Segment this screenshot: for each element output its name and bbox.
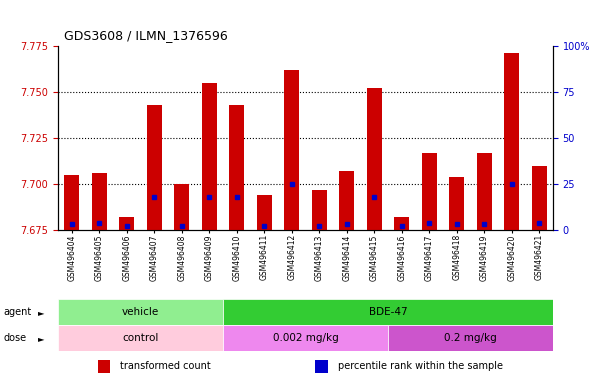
Text: transformed count: transformed count <box>120 361 211 371</box>
Text: BDE-47: BDE-47 <box>368 307 408 317</box>
Bar <box>174 184 189 230</box>
Bar <box>58 299 223 325</box>
Bar <box>367 88 382 230</box>
Bar <box>98 360 110 373</box>
Bar <box>229 105 244 230</box>
Text: percentile rank within the sample: percentile rank within the sample <box>338 361 503 371</box>
Bar <box>315 360 327 373</box>
Text: dose: dose <box>3 333 26 343</box>
Bar <box>257 195 272 230</box>
Bar <box>339 171 354 230</box>
Bar <box>388 325 553 351</box>
Bar <box>312 190 327 230</box>
Bar <box>449 177 464 230</box>
Bar <box>223 325 388 351</box>
Text: GDS3608 / ILMN_1376596: GDS3608 / ILMN_1376596 <box>64 29 228 42</box>
Text: agent: agent <box>3 307 31 317</box>
Bar <box>477 153 492 230</box>
Bar <box>202 83 217 230</box>
Text: control: control <box>122 333 159 343</box>
Text: 0.002 mg/kg: 0.002 mg/kg <box>273 333 338 343</box>
Text: ►: ► <box>38 334 45 343</box>
Bar <box>58 325 223 351</box>
Bar <box>119 217 134 230</box>
Bar <box>394 217 409 230</box>
Bar <box>223 299 553 325</box>
Bar <box>92 173 107 230</box>
Bar <box>532 166 547 230</box>
Bar <box>504 53 519 230</box>
Bar <box>147 105 162 230</box>
Text: ►: ► <box>38 308 45 317</box>
Bar <box>64 175 79 230</box>
Bar <box>284 70 299 230</box>
Text: 0.2 mg/kg: 0.2 mg/kg <box>444 333 497 343</box>
Text: vehicle: vehicle <box>122 307 159 317</box>
Bar <box>422 153 437 230</box>
